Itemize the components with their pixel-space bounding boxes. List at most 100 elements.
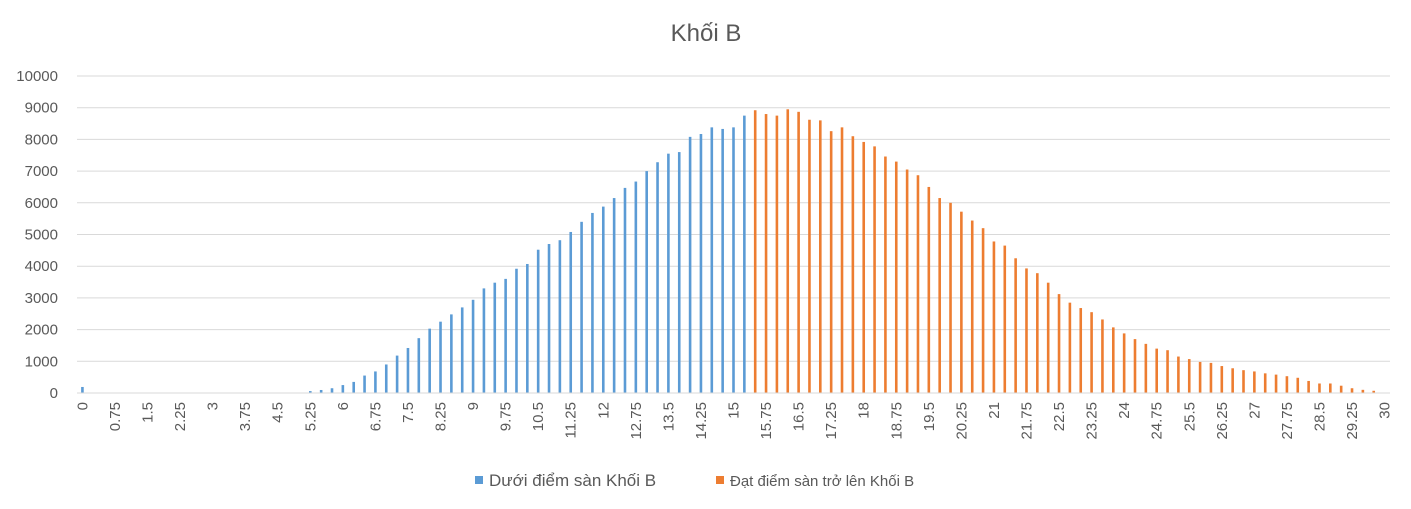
bar xyxy=(591,212,594,393)
legend-swatch-below xyxy=(475,476,483,484)
bar xyxy=(1155,348,1158,393)
x-tick-label: 4.5 xyxy=(270,402,287,423)
bar xyxy=(894,161,898,393)
bars xyxy=(81,109,1376,394)
x-tick-label: 10.5 xyxy=(530,402,547,431)
bar xyxy=(1285,376,1289,393)
bar xyxy=(81,386,84,393)
bar xyxy=(786,109,790,393)
bar xyxy=(732,127,735,393)
x-tick-label: 9 xyxy=(465,402,482,410)
x-tick-label: 12 xyxy=(595,402,612,419)
bar xyxy=(319,389,323,393)
bar xyxy=(1263,373,1267,393)
bar xyxy=(873,146,876,393)
bar xyxy=(428,328,431,393)
bar xyxy=(916,175,920,393)
bar xyxy=(1318,383,1321,393)
x-tick-label: 0.75 xyxy=(107,402,124,431)
bar xyxy=(710,127,714,393)
y-tick-label: 7000 xyxy=(25,163,58,180)
x-tick-label: 14.25 xyxy=(693,402,710,440)
legend: Dưới điểm sàn Khối B Đạt điểm sàn trở lê… xyxy=(475,471,914,490)
bar xyxy=(1209,362,1213,393)
bar xyxy=(1166,350,1169,393)
bar xyxy=(797,111,800,394)
bar xyxy=(547,244,551,393)
bar xyxy=(699,134,703,394)
bar xyxy=(862,141,866,393)
x-tick-label: 6 xyxy=(335,402,352,410)
bar xyxy=(949,202,952,393)
bar xyxy=(460,307,464,393)
bar xyxy=(1036,273,1039,393)
y-tick-label: 4000 xyxy=(25,258,58,275)
bar xyxy=(1046,282,1050,393)
bar xyxy=(721,128,724,393)
x-tick-label: 13.5 xyxy=(660,402,677,431)
bar xyxy=(471,299,475,393)
bar xyxy=(1111,327,1115,393)
bar xyxy=(1187,359,1191,393)
bar xyxy=(374,371,377,393)
legend-label-above: Đạt điểm sàn trở lên Khối B xyxy=(730,473,914,490)
bar xyxy=(819,120,822,393)
bar xyxy=(406,347,410,393)
bar xyxy=(395,355,399,393)
bar xyxy=(1350,388,1354,393)
x-tick-label: 21 xyxy=(986,402,1003,419)
bar xyxy=(504,278,507,393)
bar xyxy=(634,181,638,393)
bar xyxy=(1361,389,1365,393)
bar xyxy=(981,228,985,393)
bar xyxy=(1177,356,1180,393)
bar xyxy=(688,136,692,393)
x-tick-label: 3.75 xyxy=(237,402,254,431)
bar xyxy=(1339,385,1343,393)
bar xyxy=(667,153,670,393)
bar xyxy=(493,282,497,393)
bar xyxy=(450,314,453,393)
x-tick-label: 12.75 xyxy=(628,402,645,440)
bar xyxy=(1307,380,1310,393)
bar xyxy=(764,114,768,393)
x-tick-label: 18.75 xyxy=(888,402,905,440)
bar xyxy=(677,152,681,393)
bar xyxy=(1090,312,1093,393)
x-tick-label: 6.75 xyxy=(367,402,384,431)
bar xyxy=(384,364,388,393)
bar xyxy=(536,249,540,393)
bar xyxy=(743,115,746,393)
bar xyxy=(753,110,757,394)
bar xyxy=(829,131,833,393)
bar xyxy=(439,321,442,393)
x-tick-label: 1.5 xyxy=(140,402,157,423)
x-tick-label: 19.5 xyxy=(921,402,938,431)
bar xyxy=(352,381,356,393)
bar xyxy=(580,221,583,393)
bar xyxy=(992,241,996,393)
bar xyxy=(1025,268,1028,393)
y-tick-label: 3000 xyxy=(25,290,58,307)
x-tick-label: 5.25 xyxy=(302,402,319,431)
bar xyxy=(482,288,486,393)
bar xyxy=(1329,383,1332,393)
bar xyxy=(1003,245,1007,393)
bar xyxy=(1296,377,1300,393)
legend-swatch-above xyxy=(716,476,724,484)
y-tick-label: 5000 xyxy=(25,227,58,244)
y-tick-label: 6000 xyxy=(25,195,58,212)
bar xyxy=(1274,374,1278,393)
x-tick-label: 29.25 xyxy=(1344,402,1361,440)
x-tick-label: 24 xyxy=(1116,402,1133,419)
bar xyxy=(569,231,573,393)
bar xyxy=(1122,333,1126,393)
bar xyxy=(1372,390,1376,393)
x-tick-label: 15 xyxy=(726,402,743,419)
bar xyxy=(515,268,518,393)
bar xyxy=(1101,319,1104,393)
bar xyxy=(960,211,963,393)
x-tick-label: 17.25 xyxy=(823,402,840,440)
x-tick-label: 2.25 xyxy=(172,402,189,431)
bar xyxy=(309,391,312,393)
